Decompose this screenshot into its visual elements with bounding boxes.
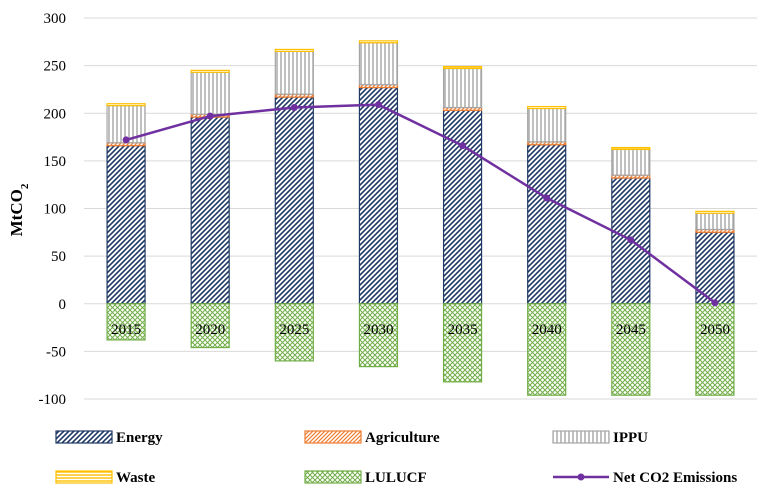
legend-item-net-co2-emissions: Net CO2 Emissions	[553, 470, 737, 486]
legend-item-agriculture: Agriculture	[304, 430, 440, 446]
bar-ippu	[527, 107, 567, 143]
net-emissions-point	[459, 142, 467, 150]
y-tick-label: 300	[44, 11, 67, 27]
bar-lulucf	[106, 303, 146, 341]
net-emissions-line	[125, 103, 716, 304]
legend-label: IPPU	[613, 430, 648, 446]
x-tick-label: 2030	[363, 322, 393, 338]
bar-waste	[527, 105, 567, 110]
net-emissions-point	[543, 194, 551, 202]
legend-label: LULUCF	[365, 470, 427, 486]
y-tick-label: 250	[44, 59, 67, 75]
bar-ippu	[695, 212, 735, 231]
legend: Energy Agriculture IPPU Waste LULUCF Net CO2 …	[55, 430, 737, 486]
x-tick-label: 2050	[700, 322, 730, 338]
bar-waste	[106, 103, 146, 107]
gridlines	[84, 17, 757, 400]
x-axis-ticks: 2015 2020 2025 2030 2035 2040 2045 2050	[111, 322, 730, 338]
y-axis-ticks: -100 -50 0 50 100 150 200 250 300	[39, 11, 67, 408]
bars	[106, 40, 735, 396]
legend-label: Net CO2 Emissions	[613, 470, 737, 486]
y-tick-label: 100	[44, 202, 67, 218]
bar-energy	[190, 116, 230, 305]
net-emissions-point	[290, 104, 298, 112]
bar-ippu	[358, 42, 399, 86]
y-tick-label: -100	[39, 392, 67, 408]
x-tick-label: 2025	[279, 322, 309, 338]
net-emissions-point	[374, 101, 382, 109]
bar-ippu	[442, 67, 483, 109]
bar-lulucf	[527, 303, 567, 396]
bar-lulucf	[611, 303, 651, 396]
x-tick-label: 2020	[195, 322, 225, 338]
net-emissions-point	[711, 299, 719, 307]
x-tick-label: 2040	[532, 322, 562, 338]
bar-waste	[611, 146, 651, 151]
y-tick-label: 50	[51, 249, 66, 265]
bar-ippu	[611, 148, 651, 176]
net-line-series	[122, 101, 719, 307]
legend-swatch	[304, 430, 362, 444]
y-tick-label: 200	[44, 106, 67, 122]
net-emissions-point	[122, 136, 130, 144]
legend-swatch	[552, 430, 610, 444]
net-emissions-point	[206, 112, 214, 120]
legend-swatch	[55, 470, 113, 484]
bar-ippu	[190, 71, 230, 115]
bar-energy	[106, 145, 146, 305]
legend-label: Waste	[116, 470, 156, 486]
bar-waste	[442, 65, 483, 70]
legend-item-energy: Energy	[55, 430, 163, 446]
y-tick-label: -50	[46, 344, 66, 360]
y-axis-label-subscript: 2	[19, 183, 31, 189]
bar-lulucf	[695, 303, 735, 396]
x-tick-label: 2035	[448, 322, 478, 338]
legend-item-lulucf: LULUCF	[304, 470, 427, 486]
y-tick-label: 0	[59, 297, 67, 313]
bar-waste	[190, 69, 230, 73]
bar-waste	[695, 210, 735, 214]
bar-waste	[274, 48, 314, 52]
x-tick-label: 2045	[616, 322, 646, 338]
bar-energy	[527, 144, 567, 305]
legend-swatch	[55, 430, 113, 444]
legend-item-waste: Waste	[55, 470, 156, 486]
y-axis-label: MtCO2	[7, 183, 31, 236]
bar-energy	[442, 109, 483, 305]
legend-item-ippu: IPPU	[552, 430, 648, 446]
bar-lulucf	[442, 303, 483, 383]
bar-waste	[358, 40, 399, 44]
bar-energy	[358, 86, 399, 305]
bar-lulucf	[274, 303, 314, 362]
y-tick-label: 150	[44, 154, 67, 170]
bar-ippu	[274, 50, 314, 95]
x-tick-label: 2015	[111, 322, 141, 338]
legend-label: Agriculture	[365, 430, 440, 446]
legend-swatch-marker	[577, 473, 585, 481]
bar-lulucf	[190, 303, 230, 349]
bar-lulucf	[358, 303, 399, 368]
legend-swatch	[304, 470, 362, 484]
bar-energy	[274, 96, 314, 305]
net-emissions-point	[627, 236, 635, 244]
legend-label: Energy	[116, 430, 163, 446]
